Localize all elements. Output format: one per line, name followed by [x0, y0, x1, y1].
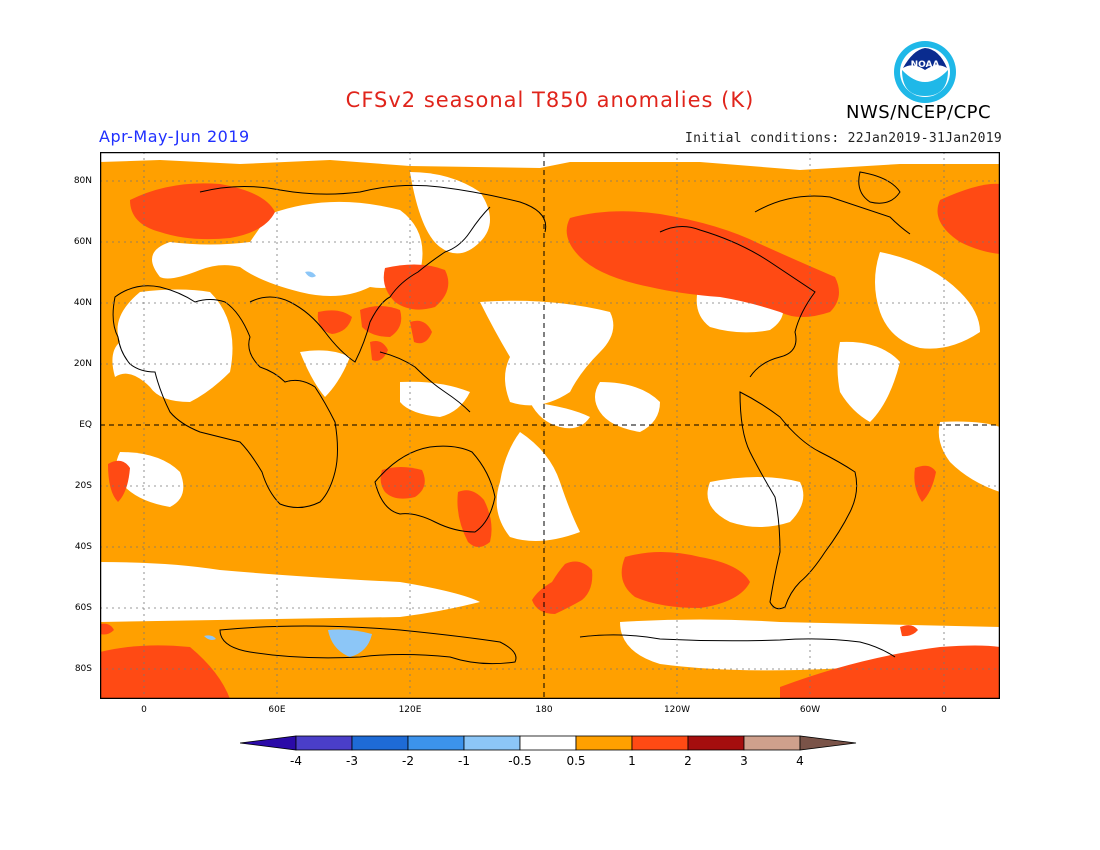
lon-label-60e: 60E	[268, 705, 286, 715]
lon-label-120w: 120W	[663, 705, 691, 715]
grid-lines	[100, 152, 1000, 699]
lon-label-60w: 60W	[799, 705, 821, 715]
colorbar-cell	[631, 735, 689, 751]
colorbar-label: -2	[402, 754, 414, 768]
colorbar-label: 1	[628, 754, 636, 768]
lat-label-20n: 20N	[73, 359, 92, 369]
colorbar-arrow-high	[799, 735, 857, 751]
colorbar-cell	[687, 735, 745, 751]
lon-label-0: 0	[141, 705, 147, 715]
lon-label-180: 180	[535, 705, 553, 715]
equator-dateline	[100, 152, 1000, 699]
lon-label-120e: 120E	[398, 705, 422, 715]
colorbar-label: 2	[684, 754, 692, 768]
colorbar-label: 0.5	[566, 754, 586, 768]
colorbar-label: -1	[458, 754, 470, 768]
anomaly-map	[100, 152, 1000, 699]
lat-label-40s: 40S	[74, 542, 92, 552]
lat-label-80n: 80N	[73, 176, 92, 186]
colorbar-cell	[519, 735, 577, 751]
lat-label-60s: 60S	[74, 603, 92, 613]
lon-label-0-east: 0	[941, 705, 947, 715]
colorbar-cell	[743, 735, 801, 751]
lat-label-80s: 80S	[74, 664, 92, 674]
colorbar-cell	[575, 735, 633, 751]
initial-conditions: Initial conditions: 22Jan2019-31Jan2019	[685, 131, 1002, 146]
lat-label-40n: 40N	[73, 298, 92, 308]
neutral-regions	[100, 152, 1000, 671]
noaa-logo: NOAA	[894, 41, 956, 103]
forecast-period: Apr-May-Jun 2019	[99, 127, 250, 146]
svg-text:NOAA: NOAA	[911, 60, 940, 70]
coastlines	[112, 171, 911, 665]
colorbar-label: -0.5	[508, 754, 532, 768]
colorbar	[240, 735, 857, 751]
lat-label-60n: 60N	[73, 237, 92, 247]
colorbar-arrow-low	[240, 735, 297, 751]
colorbar-label: -4	[290, 754, 302, 768]
lat-label-20s: 20S	[74, 481, 92, 491]
colorbar-label: 4	[796, 754, 804, 768]
map-frame	[100, 152, 1000, 699]
warm-regions	[100, 183, 1000, 699]
map-title: CFSv2 seasonal T850 anomalies (K)	[345, 88, 755, 112]
cool-regions	[204, 271, 372, 657]
colorbar-label: 3	[740, 754, 748, 768]
colorbar-cell	[463, 735, 521, 751]
colorbar-cell	[295, 735, 353, 751]
colorbar-label: -3	[346, 754, 358, 768]
colorbar-cell	[407, 735, 465, 751]
colorbar-cell	[351, 735, 409, 751]
lat-label-eq: EQ	[79, 420, 92, 430]
agency-label: NWS/NCEP/CPC	[846, 102, 992, 123]
